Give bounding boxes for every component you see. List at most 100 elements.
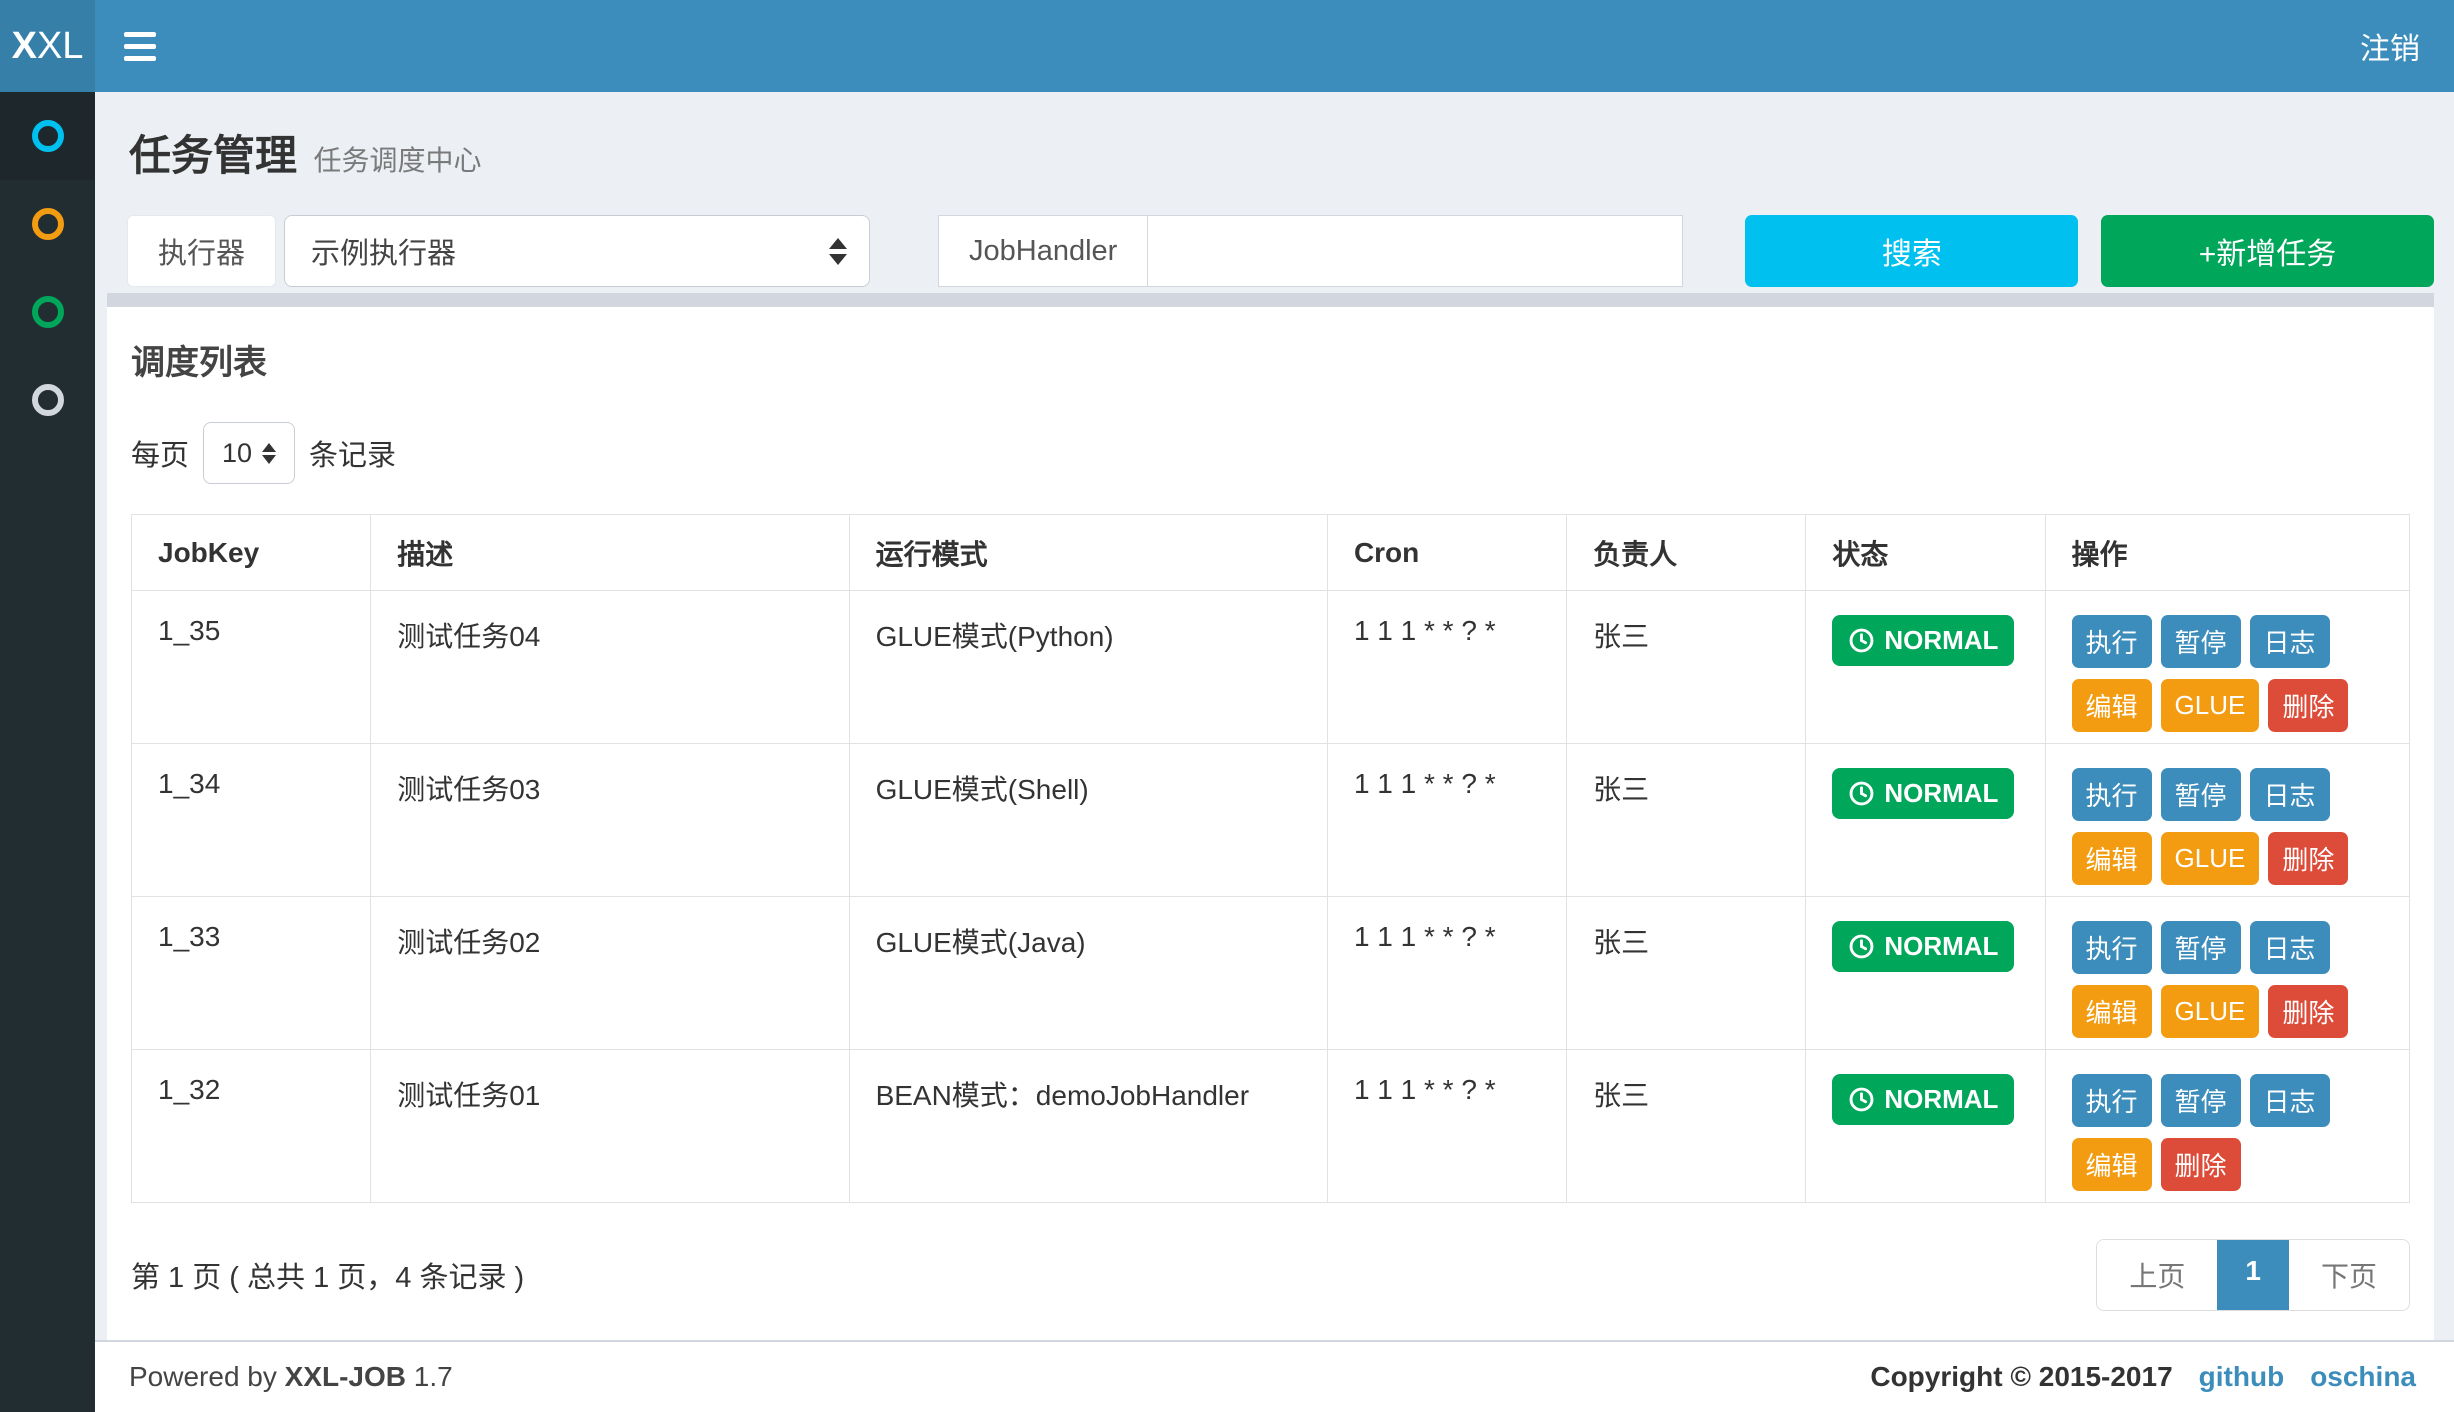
table-row: 1_34 测试任务03 GLUE模式(Shell) 1 1 1 * * ? * 张三 NO… xyxy=(130,743,2410,897)
pagination-info: 第 1 页 ( 总共 1 页，4 条记录 ) xyxy=(131,1262,525,1294)
action-button-pause[interactable]: 暂停 xyxy=(2160,615,2241,668)
clock-icon xyxy=(1849,934,1874,959)
footer-link-oschina[interactable]: oschina xyxy=(2310,1361,2416,1392)
sidebar-item-help[interactable] xyxy=(0,356,95,444)
jobkey-cell: 1_32 xyxy=(130,1049,372,1203)
action-button-log[interactable]: 日志 xyxy=(2249,615,2330,668)
executor-select-value: 示例执行器 xyxy=(311,238,457,270)
actions-cell: 执行 暂停 日志编辑 GLUE 删除 xyxy=(2044,896,2410,1050)
circle-icon xyxy=(31,120,64,152)
table-body: 1_35 测试任务04 GLUE模式(Python) 1 1 1 * * ? * 张三 N… xyxy=(130,590,2410,1203)
action-button-execute[interactable]: 执行 xyxy=(2071,921,2152,974)
powered-by: Powered by XXL-JOB 1.7 xyxy=(129,1361,453,1393)
mode-cell: GLUE模式(Shell) xyxy=(848,743,1328,897)
action-button-execute[interactable]: 执行 xyxy=(2071,1074,2152,1127)
action-button-glue[interactable]: GLUE xyxy=(2160,679,2260,732)
action-button-edit[interactable]: 编辑 xyxy=(2071,985,2152,1038)
sidebar-toggle-icon[interactable] xyxy=(95,0,185,92)
jobhandler-input[interactable] xyxy=(1147,215,1684,287)
executor-select[interactable]: 示例执行器 xyxy=(284,215,871,287)
cron-cell: 1 1 1 * * ? * xyxy=(1326,1049,1568,1203)
action-button-glue[interactable]: GLUE xyxy=(2160,985,2260,1038)
cron-cell: 1 1 1 * * ? * xyxy=(1326,743,1568,897)
hamburger-bar xyxy=(124,43,156,49)
status-cell: NORMAL xyxy=(1805,743,2046,897)
status-badge: NORMAL xyxy=(1832,768,2015,819)
actions-cell: 执行 暂停 日志编辑 GLUE 删除 xyxy=(2044,743,2410,897)
action-button-pause[interactable]: 暂停 xyxy=(2160,1074,2241,1127)
brand-name: XXL-JOB xyxy=(284,1361,407,1392)
page-size-suffix: 条记录 xyxy=(309,440,397,472)
action-button-delete[interactable]: 删除 xyxy=(2268,832,2349,885)
owner-cell: 张三 xyxy=(1566,1049,1807,1203)
actions-cell: 执行 暂停 日志编辑 GLUE 删除 xyxy=(2044,590,2410,744)
actions-cell: 执行 暂停 日志编辑 删除 xyxy=(2044,1049,2410,1203)
panel-title: 调度列表 xyxy=(131,344,267,382)
circle-icon xyxy=(31,384,64,416)
add-job-button[interactable]: +新增任务 xyxy=(2101,215,2434,287)
pagination: 上页 1 下页 xyxy=(2096,1239,2410,1311)
sidebar-item-job-log[interactable] xyxy=(0,180,95,268)
job-table: JobKey 描述 运行模式 Cron 负责人 状态 操作 1_35 测试任务04 GLUE模式… xyxy=(130,514,2410,1203)
jobhandler-group: JobHandler xyxy=(938,215,1684,287)
footer-right: Copyright © 2015-2017 github oschina xyxy=(1870,1361,2416,1393)
page-size-select[interactable]: 10 xyxy=(203,422,296,484)
action-button-delete[interactable]: 删除 xyxy=(2268,985,2349,1038)
page-size-prefix: 每页 xyxy=(131,440,190,472)
desc-cell: 测试任务04 xyxy=(370,590,850,744)
mode-cell: BEAN模式：demoJobHandler xyxy=(848,1049,1328,1203)
status-badge: NORMAL xyxy=(1832,921,2015,972)
cron-cell: 1 1 1 * * ? * xyxy=(1326,896,1568,1050)
action-button-pause[interactable]: 暂停 xyxy=(2160,768,2241,821)
action-button-pause[interactable]: 暂停 xyxy=(2160,921,2241,974)
status-cell: NORMAL xyxy=(1805,590,2046,744)
table-row: 1_33 测试任务02 GLUE模式(Java) 1 1 1 * * ? * 张三 NOR… xyxy=(130,896,2410,1050)
column-header: 操作 xyxy=(2044,514,2410,591)
pagination-prev[interactable]: 上页 xyxy=(2097,1240,2218,1310)
action-button-log[interactable]: 日志 xyxy=(2249,768,2330,821)
sidebar-item-registry[interactable] xyxy=(0,268,95,356)
status-badge: NORMAL xyxy=(1832,1074,2015,1125)
clock-icon xyxy=(1849,1087,1874,1112)
logout-link[interactable]: 注销 xyxy=(2360,33,2420,66)
action-button-edit[interactable]: 编辑 xyxy=(2071,679,2152,732)
page-title: 任务管理 xyxy=(129,132,298,179)
pagination-next[interactable]: 下页 xyxy=(2288,1240,2409,1310)
status-cell: NORMAL xyxy=(1805,1049,2046,1203)
circle-icon xyxy=(31,208,64,240)
desc-cell: 测试任务03 xyxy=(370,743,850,897)
pagination-current[interactable]: 1 xyxy=(2217,1240,2289,1310)
hamburger-bar xyxy=(124,31,156,37)
hamburger-bar xyxy=(124,55,156,61)
page-footer: Powered by XXL-JOB 1.7 Copyright © 2015-… xyxy=(95,1340,2454,1412)
brand-version: 1.7 xyxy=(413,1361,453,1392)
page-subtitle: 任务调度中心 xyxy=(313,145,482,176)
page-header: 任务管理 任务调度中心 xyxy=(95,92,2454,209)
sidebar-item-job-manage[interactable] xyxy=(0,92,95,180)
chevron-updown-icon xyxy=(829,237,848,265)
table-header-row: JobKey 描述 运行模式 Cron 负责人 状态 操作 xyxy=(130,514,2410,591)
app-logo[interactable]: X XL xyxy=(0,0,95,92)
circle-icon xyxy=(31,296,64,328)
action-button-log[interactable]: 日志 xyxy=(2249,1074,2330,1127)
mode-cell: GLUE模式(Java) xyxy=(848,896,1328,1050)
owner-cell: 张三 xyxy=(1566,896,1807,1050)
action-button-execute[interactable]: 执行 xyxy=(2071,615,2152,668)
search-button[interactable]: 搜索 xyxy=(1745,215,2079,287)
column-header: 状态 xyxy=(1805,514,2046,591)
action-button-delete[interactable]: 删除 xyxy=(2160,1138,2241,1191)
action-button-log[interactable]: 日志 xyxy=(2249,921,2330,974)
jobhandler-label: JobHandler xyxy=(938,215,1148,287)
owner-cell: 张三 xyxy=(1566,743,1807,897)
action-button-delete[interactable]: 删除 xyxy=(2268,679,2349,732)
action-button-edit[interactable]: 编辑 xyxy=(2071,1138,2152,1191)
footer-link-github[interactable]: github xyxy=(2198,1361,2285,1392)
action-button-edit[interactable]: 编辑 xyxy=(2071,832,2152,885)
column-header: 运行模式 xyxy=(848,514,1328,591)
schedule-list-panel: 调度列表 每页 10 条记录 JobKey 描述 运行模式 Cron 负责人 状态 操作 1… xyxy=(107,307,2434,1345)
powered-prefix: Powered by xyxy=(129,1361,277,1392)
copyright-text: Copyright © 2015-2017 xyxy=(1870,1361,2173,1392)
action-button-execute[interactable]: 执行 xyxy=(2071,768,2152,821)
table-row: 1_35 测试任务04 GLUE模式(Python) 1 1 1 * * ? * 张三 N… xyxy=(130,590,2410,744)
action-button-glue[interactable]: GLUE xyxy=(2160,832,2260,885)
